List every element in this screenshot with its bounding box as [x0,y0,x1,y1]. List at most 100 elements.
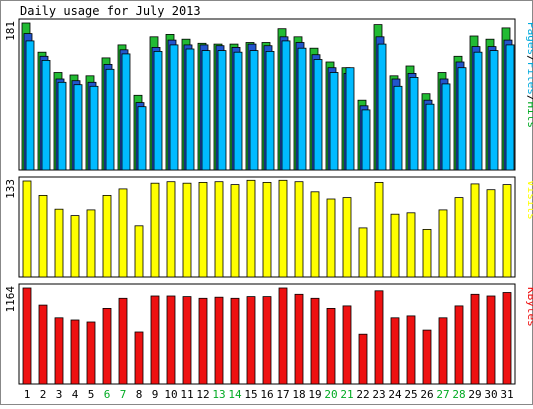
bar-visits-day-9 [150,182,160,278]
bar-pages-day-12 [201,50,211,171]
series-label-3: KBytes [525,287,533,327]
bar-pages-day-24 [393,85,403,171]
bar-pages-day-21 [345,67,355,171]
bar-pages-day-1 [25,40,35,171]
x-tick-label-day-27: 27 [436,388,449,401]
y-max-label-3: 1164 [4,286,17,313]
bar-kbytes-day-8 [134,331,144,385]
bar-pages-day-9 [153,51,163,171]
bar-visits-day-15 [246,179,256,278]
y-max-label-1: 181 [4,21,17,41]
x-tick-label-day-9: 9 [152,388,159,401]
bar-pages-day-8 [137,106,147,171]
bar-kbytes-day-1 [22,287,32,385]
bar-pages-day-7 [121,53,131,171]
bar-kbytes-day-5 [86,321,96,385]
x-tick-label-day-20: 20 [324,388,337,401]
bar-kbytes-day-31 [502,292,512,385]
bar-pages-day-16 [265,51,275,171]
bar-visits-day-3 [54,208,64,278]
y-max-label-2: 133 [4,179,17,199]
bar-kbytes-day-9 [150,295,160,385]
bar-visits-day-19 [310,191,320,278]
bar-visits-day-21 [342,197,352,278]
bar-visits-day-8 [134,225,144,278]
bar-pages-day-6 [105,68,115,171]
bar-visits-day-23 [374,181,384,278]
chart-title: Daily usage for July 2013 [20,4,201,18]
bar-visits-day-25 [406,212,416,278]
bar-visits-day-31 [502,184,512,278]
series-label-part-5: Hits [525,102,533,129]
bar-visits-day-28 [454,197,464,278]
series-label-2: Visits [525,180,533,220]
x-tick-label-day-24: 24 [388,388,402,401]
bar-pages-day-19 [313,59,323,171]
series-label-1: Pages/Files/Hits [525,22,533,128]
bar-pages-day-26 [425,103,435,171]
bar-visits-day-14 [230,184,240,278]
bar-kbytes-day-21 [342,305,352,385]
bar-visits-day-6 [102,194,112,278]
x-tick-label-day-22: 22 [356,388,369,401]
bar-pages-day-2 [41,60,51,171]
bar-kbytes-day-12 [198,297,208,385]
bar-kbytes-day-11 [182,296,192,385]
bar-pages-day-10 [169,44,179,171]
bar-kbytes-day-27 [438,317,448,385]
x-tick-label-day-10: 10 [164,388,177,401]
bar-visits-day-4 [70,215,80,278]
bar-visits-day-10 [166,181,176,278]
x-tick-label-day-6: 6 [104,388,111,401]
x-tick-label-day-26: 26 [420,388,433,401]
bar-kbytes-day-29 [470,293,480,385]
bar-kbytes-day-20 [326,307,336,385]
bar-visits-day-12 [198,181,208,278]
bar-pages-day-13 [217,50,227,171]
x-tick-label-day-12: 12 [196,388,209,401]
bar-visits-day-26 [422,228,432,278]
x-tick-label-day-30: 30 [484,388,497,401]
bar-kbytes-day-10 [166,295,176,385]
bar-pages-day-27 [441,83,451,171]
x-tick-label-day-13: 13 [212,388,225,401]
bar-visits-day-2 [38,194,48,278]
x-tick-label-day-21: 21 [340,388,353,401]
bar-kbytes-day-3 [54,317,64,385]
bar-pages-day-25 [409,77,419,171]
bar-pages-day-20 [329,72,339,171]
bar-pages-day-29 [473,51,483,171]
bar-pages-day-14 [233,51,243,171]
x-tick-label-day-8: 8 [136,388,143,401]
bar-visits-day-17 [278,179,288,278]
bar-kbytes-day-4 [70,319,80,385]
bar-kbytes-day-6 [102,307,112,385]
bar-visits-day-5 [86,209,96,278]
x-tick-label-day-23: 23 [372,388,385,401]
bar-kbytes-day-24 [390,317,400,385]
bar-pages-day-5 [89,85,99,171]
bar-visits-day-30 [486,189,496,278]
bar-visits-day-16 [262,181,272,278]
bar-kbytes-day-13 [214,296,224,385]
x-tick-label-day-25: 25 [404,388,417,401]
bar-kbytes-day-2 [38,304,48,385]
bar-kbytes-day-15 [246,296,256,385]
bar-visits-day-22 [358,227,368,278]
bar-visits-day-7 [118,188,128,278]
bar-pages-day-23 [377,43,387,171]
bar-kbytes-day-17 [278,287,288,385]
series-label-part-2: / [525,55,533,62]
bar-visits-day-29 [470,183,480,278]
bar-pages-day-17 [281,40,291,171]
bar-kbytes-day-26 [422,329,432,385]
bar-pages-day-3 [57,81,67,171]
x-tick-label-day-7: 7 [120,388,127,401]
bar-pages-day-18 [297,47,307,171]
x-tick-label-day-5: 5 [88,388,95,401]
bar-pages-day-11 [185,48,195,171]
x-tick-label-day-19: 19 [308,388,321,401]
series-label-part-3: Files [525,62,533,95]
